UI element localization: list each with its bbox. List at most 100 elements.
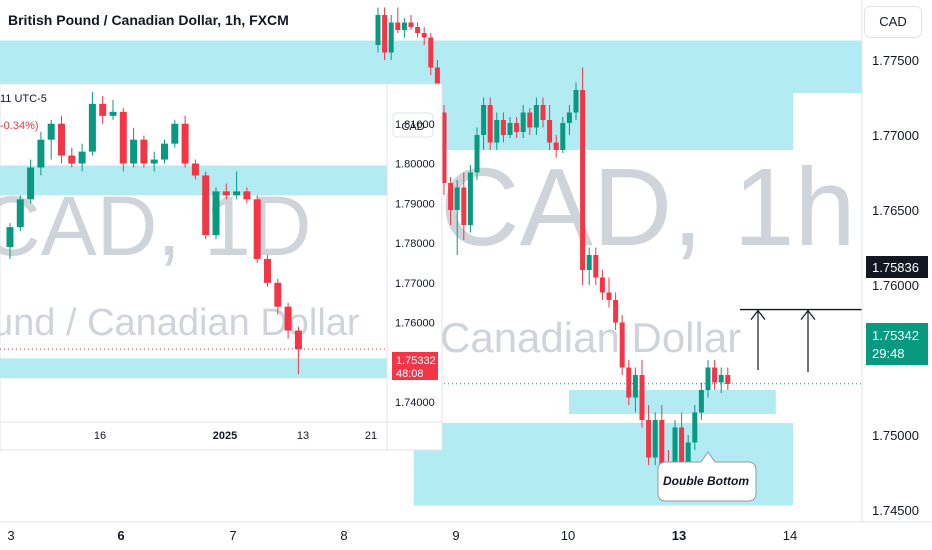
inset-time-tick-label: 16 xyxy=(94,430,106,442)
candle-body xyxy=(586,255,592,270)
candle-body xyxy=(527,112,533,128)
time-axis: 3 6 7 8 9 10 13 14 xyxy=(7,528,797,543)
candle-body xyxy=(467,172,473,225)
inset-candle-body xyxy=(181,123,189,164)
inset-countdown: 48:08 xyxy=(396,368,424,380)
inset-candle-body xyxy=(140,139,148,164)
inset-header-time: 11 UTC-5 xyxy=(0,93,47,105)
candle-body xyxy=(626,367,632,398)
currency-button[interactable]: CAD xyxy=(864,6,922,38)
candle-body xyxy=(685,442,691,465)
inset-candle-body xyxy=(222,191,230,196)
inset-candle-body xyxy=(78,151,86,164)
candle-body xyxy=(566,112,572,123)
candle-body xyxy=(415,27,421,33)
chart-title: British Pound / Canadian Dollar, 1h, FXC… xyxy=(8,12,289,28)
candle-body xyxy=(507,123,513,135)
price-tick-label: 1.77000 xyxy=(872,128,919,143)
inset-header-change: -0.34%) xyxy=(0,120,39,132)
candle-body xyxy=(560,123,566,150)
inset-time-tick-label: 13 xyxy=(297,430,309,442)
candle-body xyxy=(692,412,698,443)
candle-body xyxy=(481,105,487,135)
candle-body xyxy=(679,427,685,465)
time-tick-label: 14 xyxy=(783,528,797,543)
candle-body xyxy=(474,135,480,173)
inset-candle-body xyxy=(130,139,138,164)
callout-bubble xyxy=(657,451,757,502)
inset-candle-body xyxy=(243,191,251,200)
inset-price-tick-label: 1.80000 xyxy=(395,159,435,171)
price-tick-label: 1.76000 xyxy=(872,278,919,293)
inset-price-label xyxy=(392,352,438,380)
inset-time-tick-label: 2025 xyxy=(213,430,237,442)
candle-body xyxy=(520,112,526,132)
inset-zones xyxy=(0,165,387,379)
inset-candle-body xyxy=(161,143,168,160)
time-tick-label: 9 xyxy=(452,528,459,543)
candle-body xyxy=(652,420,658,458)
candle-body xyxy=(500,120,506,135)
inset-candle-body xyxy=(6,227,14,248)
inset-candle-body xyxy=(264,258,271,283)
candle-body xyxy=(494,120,500,143)
inset-currency: CAD xyxy=(401,121,424,133)
candle-body xyxy=(580,90,586,270)
candle-body xyxy=(639,375,645,420)
inset-frame xyxy=(0,83,443,451)
candle-body xyxy=(698,390,704,413)
inset-candle-body xyxy=(294,330,302,350)
inset-price-tick-label: 1.76000 xyxy=(395,318,435,330)
candle-body xyxy=(553,142,559,150)
inset-price-tick-label: 1.79000 xyxy=(395,198,435,210)
callout-label: Double Bottom xyxy=(663,474,749,488)
main-candles xyxy=(375,7,731,498)
time-tick-label: 6 xyxy=(117,528,124,543)
candle-body xyxy=(441,112,447,183)
inset-candle-body xyxy=(284,306,292,331)
inset-candle-body xyxy=(202,175,210,236)
main-lines xyxy=(0,308,862,385)
inset-price-tick-label: 1.81000 xyxy=(395,119,435,131)
time-tick-label: 8 xyxy=(340,528,347,543)
inset-candle-body xyxy=(16,199,24,228)
zone-1 xyxy=(413,40,794,150)
price-tick-label: 1.77500 xyxy=(872,53,919,68)
candle-body xyxy=(540,105,546,120)
candle-body xyxy=(599,277,605,293)
price-countdown: 29:48 xyxy=(872,346,905,361)
candle-body xyxy=(382,15,388,53)
inset-watermark-name: und / Canadian Dollar xyxy=(0,302,360,344)
inset-candle-body xyxy=(27,167,35,200)
candle-body xyxy=(705,367,711,390)
inset-x-axis: 16 2025 13 21 xyxy=(94,430,377,442)
inset-candle-body xyxy=(99,103,107,116)
current-price-label xyxy=(866,323,928,365)
inset-price-value: 1.75332 xyxy=(396,355,436,367)
candle-body xyxy=(619,322,625,368)
time-tick-label: 3 xyxy=(7,528,14,543)
double-bottom-callout: Double Bottom xyxy=(657,451,757,502)
inset-watermark-symbol: CAD, 1D xyxy=(0,179,311,273)
inset-candle-body xyxy=(88,103,96,152)
candle-body xyxy=(514,123,520,132)
price-tick-label: 1.74500 xyxy=(872,503,919,518)
candle-body xyxy=(725,375,731,384)
current-price-value: 1.75342 xyxy=(872,328,919,343)
candle-body xyxy=(395,22,401,30)
watermark-name: Canadian Dollar xyxy=(440,314,741,361)
inset-candle-body xyxy=(109,111,117,116)
candle-body xyxy=(712,367,718,383)
candle-body xyxy=(428,37,434,68)
target-arrowhead-1 xyxy=(800,309,816,320)
inset-currency-button[interactable] xyxy=(392,112,434,138)
inset-candle-body xyxy=(274,282,282,307)
candle-body xyxy=(613,300,619,323)
candle-body xyxy=(659,420,665,473)
candle-body xyxy=(718,375,724,383)
watermark-symbol: CAD, 1h xyxy=(440,146,856,269)
inset-zone-1 xyxy=(0,358,387,379)
zone-3 xyxy=(568,390,776,414)
target-price-value: 1.75836 xyxy=(872,260,919,275)
